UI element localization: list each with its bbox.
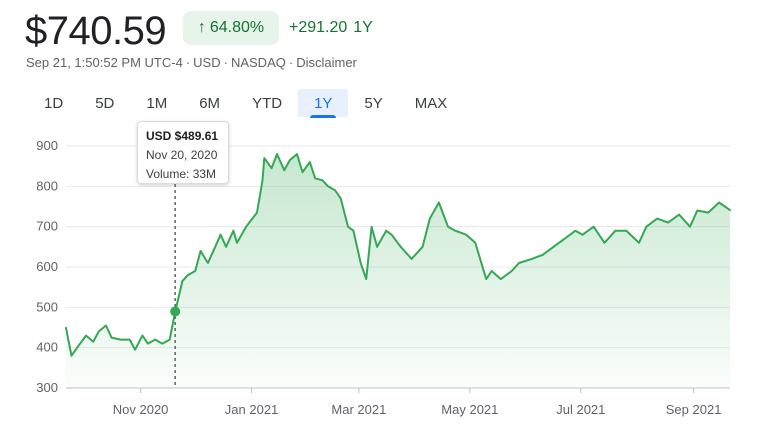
change-period-label: 1Y <box>353 19 373 36</box>
price-chart[interactable]: 300 400 500 600 700 800 900 Nov 2020 Jan 2021 Mar… <box>0 120 768 420</box>
y-tick-label: 500 <box>36 299 58 314</box>
disclaimer-link[interactable]: Disclaimer <box>296 55 357 70</box>
x-tick-label: Sep 2021 <box>666 402 722 417</box>
x-tick-label: Jul 2021 <box>556 402 605 417</box>
quote-currency: USD <box>193 55 221 70</box>
range-5d-button[interactable]: 5D <box>95 94 115 112</box>
x-tick-label: Jan 2021 <box>225 402 279 417</box>
price-area-fill <box>66 154 730 388</box>
y-tick-label: 700 <box>36 219 58 234</box>
quote-exchange: NASDAQ <box>230 55 286 70</box>
tooltip-date: Nov 20, 2020 <box>146 148 218 162</box>
absolute-change: +291.20 1Y <box>289 11 373 45</box>
stock-price: $740.59 <box>25 9 167 53</box>
range-5y-button[interactable]: 5Y <box>364 94 383 112</box>
quote-timestamp: Sep 21, 1:50:52 PM UTC-4 <box>26 55 183 70</box>
price-line <box>65 153 731 357</box>
y-tick-label: 800 <box>36 178 58 193</box>
hover-point <box>170 306 181 317</box>
range-1y-button[interactable]: 1Y <box>298 89 349 118</box>
y-tick-label: 600 <box>36 259 58 274</box>
meta-separator: · <box>185 55 191 70</box>
range-selector: 1D 5D 1M 6M YTD 1Y 5Y MAX <box>28 88 463 118</box>
x-tick-label: Nov 2020 <box>113 402 169 417</box>
x-tick-label: May 2021 <box>441 402 498 417</box>
y-tick-label: 300 <box>36 380 58 395</box>
y-tick-label: 900 <box>36 138 58 153</box>
range-6m-button[interactable]: 6M <box>199 94 221 112</box>
absolute-change-value: +291.20 <box>289 19 348 36</box>
y-tick-label: 400 <box>36 340 58 355</box>
arrow-up-icon: ↑ <box>197 19 206 36</box>
percent-change-badge: ↑ 64.80% <box>183 11 279 45</box>
meta-separator: · <box>288 55 294 70</box>
range-ytd-button[interactable]: YTD <box>252 94 283 112</box>
x-tick-label: Mar 2021 <box>331 402 386 417</box>
meta-separator: · <box>223 55 228 70</box>
chart-tooltip: USD $489.61 Nov 20, 2020 Volume: 33M <box>137 121 229 184</box>
tooltip-volume: Volume: 33M <box>146 167 217 181</box>
range-max-button[interactable]: MAX <box>414 94 448 112</box>
tooltip-price: USD $489.61 <box>146 129 219 143</box>
range-1m-button[interactable]: 1M <box>146 94 168 112</box>
quote-meta: Sep 21, 1:50:52 PM UTC-4 · USD · NASDAQ … <box>26 55 357 70</box>
range-1d-button[interactable]: 1D <box>44 94 64 112</box>
percent-change-value: 64.80% <box>209 19 265 36</box>
